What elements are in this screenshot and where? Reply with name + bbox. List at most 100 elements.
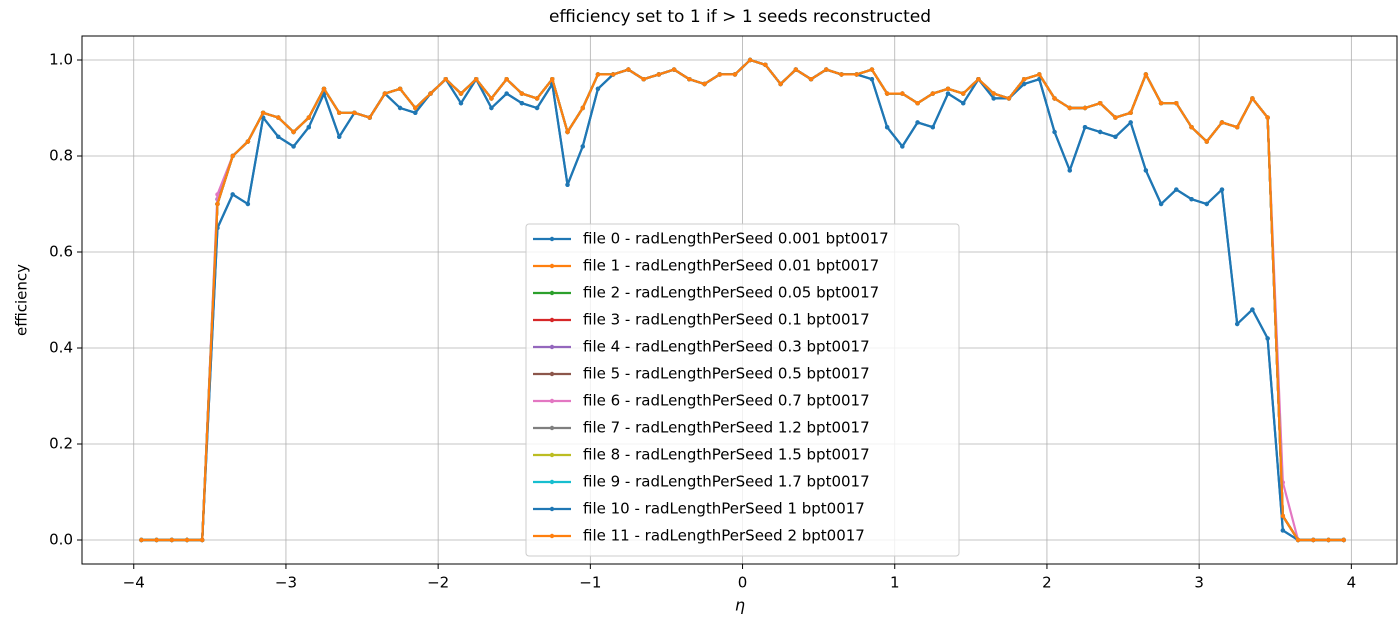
point [534,105,540,111]
point [306,115,311,120]
point [930,125,935,130]
point [732,72,738,77]
y-tick-label: 0.6 [49,243,73,261]
point [367,115,372,120]
point [443,77,448,82]
point [793,67,799,72]
legend-label: file 6 - radLengthPerSeed 0.7 bpt0017 [583,392,870,410]
legend-label: file 0 - radLengthPerSeed 0.001 bpt0017 [583,230,889,248]
point [565,182,570,187]
point [337,134,342,139]
point [230,192,235,197]
point [1250,307,1255,312]
legend-label: file 7 - radLengthPerSeed 1.2 bpt0017 [583,419,870,437]
point [1295,537,1301,543]
point [1250,96,1255,101]
point [976,77,981,82]
point [930,91,935,96]
point [778,81,783,87]
point [1067,105,1072,111]
point [139,537,144,543]
point [245,201,251,207]
point [565,129,570,135]
legend-label: file 8 - radLengthPerSeed 1.5 bpt0017 [583,446,870,464]
point [200,537,205,543]
legend-marker [549,371,555,377]
point [1189,197,1194,202]
point [1128,110,1133,116]
point [702,81,707,87]
legend-label: file 3 - radLengthPerSeed 0.1 bpt0017 [583,311,870,329]
point [1174,101,1179,106]
point [961,91,966,96]
point [550,77,555,82]
point [291,129,296,135]
y-tick-label: 0.8 [49,147,73,165]
point [1128,120,1133,125]
legend-label: file 9 - radLengthPerSeed 1.7 bpt0017 [583,473,870,491]
point [1098,129,1103,135]
point [1052,96,1057,101]
legend-marker [549,263,555,269]
point [808,77,814,82]
point [321,86,327,92]
chart-title: efficiency set to 1 if > 1 seeds reconst… [549,7,931,27]
point [945,86,951,92]
point [1326,537,1331,543]
point [1341,537,1346,543]
x-tick-label: 1 [890,574,900,592]
point [276,134,281,139]
point [458,101,464,106]
point [626,67,631,72]
point [260,110,266,116]
legend-label: file 1 - radLengthPerSeed 0.01 bpt0017 [583,257,879,275]
point [1280,528,1286,533]
point [413,105,418,111]
point [1006,96,1012,101]
point [1204,139,1209,144]
legend-marker [549,398,555,404]
point [900,144,905,149]
point [580,105,585,111]
point [945,91,951,96]
y-axis-label: efficiency [13,264,31,336]
x-tick-label: −3 [275,574,297,592]
point [534,96,540,101]
legend-marker [549,290,555,296]
point [610,72,616,77]
point [428,91,433,96]
legend-label: file 4 - radLengthPerSeed 0.3 bpt0017 [583,338,870,356]
point [915,120,920,125]
point [1234,321,1240,327]
point [458,91,464,96]
point [824,67,829,72]
point [413,110,418,116]
point [763,62,768,67]
legend-marker [549,317,555,323]
point [215,192,220,197]
point [1189,125,1194,130]
point [1143,168,1149,173]
series-line [141,58,1344,542]
x-tick-label: 0 [738,574,748,592]
point [1204,201,1209,207]
point [184,537,190,543]
point [1234,125,1240,130]
point [1219,120,1225,125]
point [687,77,692,82]
point [504,91,509,96]
point [839,72,844,77]
point [352,110,357,116]
plot-frame [81,35,1398,565]
y-tick-label: 0.2 [49,435,73,453]
point [884,91,890,96]
point [1082,125,1088,130]
point [154,537,159,543]
point [671,67,677,72]
point [473,77,479,82]
point [291,144,296,149]
point [747,57,753,63]
point [230,153,235,159]
